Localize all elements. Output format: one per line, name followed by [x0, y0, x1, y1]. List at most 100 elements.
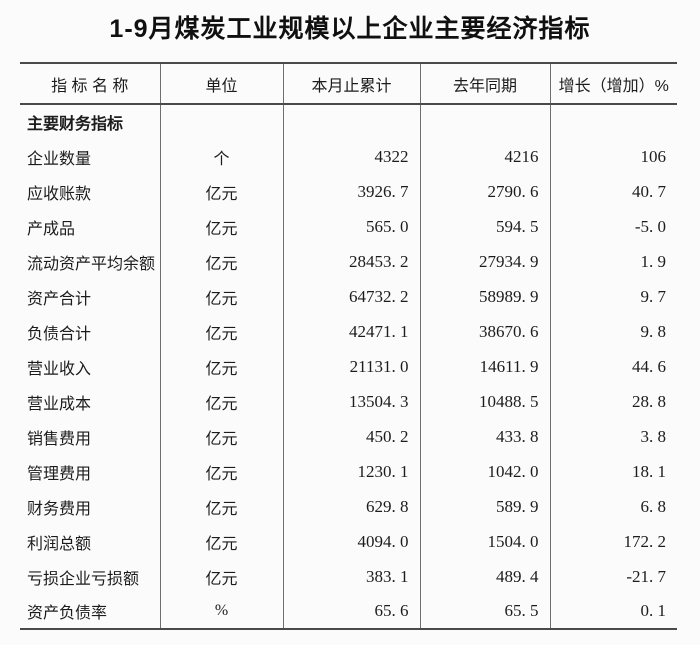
table-row: 资产合计 亿元 64732. 2 58989. 9 9. 7 — [20, 279, 677, 314]
table-row: 主要财务指标 — [20, 104, 677, 139]
cell-unit: 个 — [159, 139, 283, 174]
indicators-table-wrap: 指 标 名 称 单位 本月止累计 去年同期 增长（增加）% 主要财务指标 企业数… — [20, 62, 677, 630]
cell-growth-percent: 9. 8 — [549, 314, 677, 349]
cell-month-cumulative: 13504. 3 — [282, 384, 420, 419]
cell-growth-percent: 172. 2 — [549, 524, 677, 559]
cell-indicator-name: 流动资产平均余额 — [27, 255, 156, 273]
header-last-year-same-period: 去年同期 — [419, 62, 550, 105]
cell-growth-percent: 40. 7 — [549, 174, 677, 209]
cell-month-cumulative: 383. 1 — [282, 559, 420, 594]
cell-unit: 亿元 — [159, 279, 283, 314]
header-month-cumulative: 本月止累计 — [282, 62, 420, 105]
cell-growth-percent: 44. 6 — [549, 349, 677, 384]
cell-unit: 亿元 — [159, 559, 283, 594]
cell-unit: 亿元 — [159, 314, 283, 349]
table-row: 应收账款 亿元 3926. 7 2790. 6 40. 7 — [20, 174, 677, 209]
page-title: 1-9月煤炭工业规模以上企业主要经济指标 — [109, 15, 591, 43]
cell-unit: 亿元 — [159, 454, 283, 489]
cell-indicator-name: 亏损企业亏损额 — [27, 570, 140, 588]
cell-month-cumulative: 629. 8 — [282, 489, 420, 524]
cell-last-year-same-period: 1042. 0 — [419, 454, 550, 489]
table-row: 资产负债率 % 65. 6 65. 5 0. 1 — [20, 594, 677, 630]
cell-month-cumulative: 28453. 2 — [282, 244, 420, 279]
cell-month-cumulative: 64732. 2 — [282, 279, 420, 314]
cell-indicator-name: 主要财务指标 — [27, 116, 124, 133]
cell-indicator-name: 管理费用 — [27, 465, 92, 483]
table-body: 主要财务指标 企业数量 个 4322 4216 106 应收账款 亿元 3926… — [20, 104, 677, 630]
cell-indicator-name: 财务费用 — [27, 500, 92, 518]
header-unit: 单位 — [159, 62, 283, 105]
cell-indicator-name: 资产合计 — [27, 290, 92, 308]
cell-unit: 亿元 — [159, 419, 283, 454]
cell-last-year-same-period: 2790. 6 — [419, 174, 550, 209]
cell-last-year-same-period: 58989. 9 — [419, 279, 550, 314]
cell-month-cumulative: 4322 — [282, 139, 420, 174]
cell-growth-percent: -5. 0 — [549, 209, 677, 244]
cell-unit: 亿元 — [159, 349, 283, 384]
cell-month-cumulative: 450. 2 — [282, 419, 420, 454]
table-row: 管理费用 亿元 1230. 1 1042. 0 18. 1 — [20, 454, 677, 489]
cell-indicator-name: 应收账款 — [27, 185, 92, 203]
header-growth-percent: 增长（增加）% — [549, 62, 677, 105]
cell-month-cumulative — [282, 104, 420, 139]
header-row: 指 标 名 称 单位 本月止累计 去年同期 增长（增加）% — [20, 62, 677, 105]
cell-growth-percent: 28. 8 — [549, 384, 677, 419]
cell-last-year-same-period: 489. 4 — [419, 559, 550, 594]
cell-last-year-same-period: 594. 5 — [419, 209, 550, 244]
cell-month-cumulative: 3926. 7 — [282, 174, 420, 209]
table-row: 财务费用 亿元 629. 8 589. 9 6. 8 — [20, 489, 677, 524]
table-row: 产成品 亿元 565. 0 594. 5 -5. 0 — [20, 209, 677, 244]
cell-growth-percent: 6. 8 — [549, 489, 677, 524]
cell-indicator-name: 负债合计 — [27, 325, 92, 343]
table-row: 营业成本 亿元 13504. 3 10488. 5 28. 8 — [20, 384, 677, 419]
cell-unit: 亿元 — [159, 524, 283, 559]
table-row: 营业收入 亿元 21131. 0 14611. 9 44. 6 — [20, 349, 677, 384]
cell-unit: 亿元 — [159, 174, 283, 209]
cell-growth-percent: 106 — [549, 139, 677, 174]
cell-indicator-name: 企业数量 — [27, 150, 92, 168]
cell-unit: 亿元 — [159, 384, 283, 419]
table-row: 负债合计 亿元 42471. 1 38670. 6 9. 8 — [20, 314, 677, 349]
cell-growth-percent — [549, 104, 677, 139]
cell-unit: 亿元 — [159, 489, 283, 524]
cell-growth-percent: 1. 9 — [549, 244, 677, 279]
cell-last-year-same-period: 589. 9 — [419, 489, 550, 524]
header-indicator-name: 指 标 名 称 — [20, 62, 160, 105]
cell-growth-percent: -21. 7 — [549, 559, 677, 594]
cell-indicator-name: 利润总额 — [27, 535, 92, 553]
cell-last-year-same-period: 27934. 9 — [419, 244, 550, 279]
cell-last-year-same-period: 1504. 0 — [419, 524, 550, 559]
indicators-table: 指 标 名 称 单位 本月止累计 去年同期 增长（增加）% 主要财务指标 企业数… — [20, 62, 677, 630]
cell-indicator-name: 营业成本 — [27, 395, 92, 413]
cell-month-cumulative: 65. 6 — [282, 594, 420, 630]
table-row: 企业数量 个 4322 4216 106 — [20, 139, 677, 174]
cell-growth-percent: 0. 1 — [549, 594, 677, 630]
table-row: 亏损企业亏损额 亿元 383. 1 489. 4 -21. 7 — [20, 559, 677, 594]
cell-unit: % — [159, 594, 283, 630]
cell-last-year-same-period — [419, 104, 550, 139]
cell-month-cumulative: 42471. 1 — [282, 314, 420, 349]
cell-month-cumulative: 21131. 0 — [282, 349, 420, 384]
cell-last-year-same-period: 14611. 9 — [419, 349, 550, 384]
cell-indicator-name: 资产负债率 — [20, 594, 160, 630]
cell-indicator-name: 销售费用 — [27, 430, 92, 448]
cell-unit: 亿元 — [159, 244, 283, 279]
cell-indicator-name: 营业收入 — [27, 360, 92, 378]
cell-growth-percent: 9. 7 — [549, 279, 677, 314]
cell-last-year-same-period: 4216 — [419, 139, 550, 174]
cell-last-year-same-period: 38670. 6 — [419, 314, 550, 349]
table-row: 销售费用 亿元 450. 2 433. 8 3. 8 — [20, 419, 677, 454]
cell-last-year-same-period: 65. 5 — [419, 594, 550, 630]
table-header: 指 标 名 称 单位 本月止累计 去年同期 增长（增加）% — [20, 62, 677, 105]
cell-month-cumulative: 1230. 1 — [282, 454, 420, 489]
cell-growth-percent: 3. 8 — [549, 419, 677, 454]
cell-month-cumulative: 4094. 0 — [282, 524, 420, 559]
cell-last-year-same-period: 433. 8 — [419, 419, 550, 454]
table-row: 利润总额 亿元 4094. 0 1504. 0 172. 2 — [20, 524, 677, 559]
cell-unit — [159, 104, 283, 139]
cell-unit: 亿元 — [159, 209, 283, 244]
cell-indicator-name: 产成品 — [27, 220, 76, 238]
cell-growth-percent: 18. 1 — [549, 454, 677, 489]
table-row: 流动资产平均余额 亿元 28453. 2 27934. 9 1. 9 — [20, 244, 677, 279]
cell-month-cumulative: 565. 0 — [282, 209, 420, 244]
